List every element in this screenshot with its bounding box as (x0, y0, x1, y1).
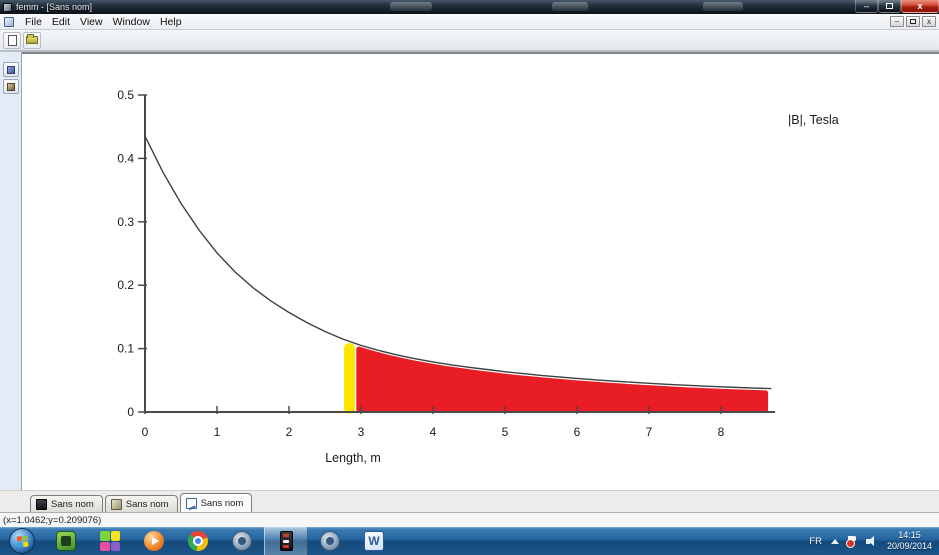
y-tick-label: 0.3 (117, 215, 134, 229)
tab-label: Sans nom (200, 497, 244, 509)
new-file-icon (7, 34, 17, 46)
mesh-icon (110, 498, 122, 510)
caption-buttons: – x (855, 0, 939, 14)
legend-label: |B|, Tesla (788, 113, 839, 127)
tab-label: Sans nom (125, 498, 169, 510)
menu-view[interactable]: View (80, 15, 103, 28)
plot-tool-button-1[interactable] (2, 62, 19, 77)
x-tick-label: 8 (718, 425, 725, 439)
minimize-button[interactable]: – (855, 0, 878, 13)
media-player-icon (144, 531, 164, 551)
titlebar: femm - [Sans nom] – x (0, 0, 939, 14)
open-folder-icon (26, 34, 38, 44)
workspace: 0 0.1 0.2 0.3 0.4 0.5 0 1 2 3 4 5 6 7 8 Length, m |B|, T… (0, 52, 939, 490)
taskbar-app-word[interactable]: W (352, 527, 396, 555)
action-center-icon[interactable] (845, 536, 857, 548)
tab-mesh[interactable]: Sans nom (104, 495, 178, 512)
mdi-restore-icon (910, 19, 916, 24)
clock-time: 14:15 (898, 530, 921, 540)
y-tick-label: 0 (127, 405, 134, 419)
x-tick-label: 7 (646, 425, 653, 439)
cursor-coordinates: (x=1.0462;y=0.209076) (3, 514, 102, 526)
x-axis-label: Length, m (325, 451, 381, 465)
tab-plot[interactable]: Sans nom (179, 493, 253, 512)
mdi-restore-button[interactable] (906, 16, 920, 27)
titlebar-reflection (390, 2, 432, 11)
taskbar-clock[interactable]: 14:15 20/09/2014 (887, 530, 932, 552)
language-indicator[interactable]: FR (809, 535, 822, 547)
swirl-app-icon (320, 531, 340, 551)
word-icon: W (364, 531, 384, 551)
new-file-button[interactable] (3, 31, 21, 49)
plot-tool-icon-2 (6, 82, 15, 91)
open-file-button[interactable] (23, 31, 41, 49)
y-tick-label: 0.2 (117, 278, 134, 292)
windows-logo-icon (16, 535, 28, 547)
taskbar-app-swirl[interactable] (220, 527, 264, 555)
field-curve (144, 135, 772, 390)
menubar: File Edit View Window Help – x (0, 14, 939, 30)
menu-window[interactable]: Window (112, 15, 150, 28)
menu-file[interactable]: File (25, 15, 42, 28)
taskbar: W FR 14:15 20/09/2014 (0, 527, 939, 555)
window-title: femm - [Sans nom] (16, 2, 93, 12)
start-button[interactable] (9, 528, 35, 554)
plot-tool-button-2[interactable] (2, 79, 19, 94)
blocks-app-icon (100, 531, 120, 551)
app-icon[interactable] (3, 2, 12, 12)
chrome-icon (188, 531, 208, 551)
swirl-app-icon (232, 531, 252, 551)
green-app-icon (56, 531, 76, 551)
taskbar-app-femm[interactable] (264, 527, 308, 555)
x-tick-label: 2 (286, 425, 293, 439)
y-tick-label: 0.4 (117, 151, 134, 165)
x-tick-label: 1 (214, 425, 221, 439)
femm-magnet-icon (279, 531, 293, 551)
model-doc-icon (36, 498, 47, 510)
y-tick-label: 0.5 (117, 88, 134, 102)
mdi-close-button[interactable]: x (922, 16, 936, 27)
plot-window: 0 0.1 0.2 0.3 0.4 0.5 0 1 2 3 4 5 6 7 8 Length, m |B|, T… (22, 52, 939, 490)
plot-tool-icon-1 (6, 65, 15, 74)
statusbar: (x=1.0462;y=0.209076) (0, 512, 939, 527)
volume-icon[interactable] (865, 535, 878, 547)
highlight-area (356, 346, 769, 412)
taskbar-app-swirl-2[interactable] (308, 527, 352, 555)
system-tray: FR 14:15 20/09/2014 (809, 527, 939, 555)
clock-date: 20/09/2014 (886, 541, 932, 551)
show-hidden-icons-icon[interactable] (830, 538, 839, 544)
chart-svg[interactable]: 0 0.1 0.2 0.3 0.4 0.5 0 1 2 3 4 5 6 7 8 Length, m |B|, T… (22, 54, 939, 490)
toolbar (0, 30, 939, 52)
taskbar-app-green[interactable] (44, 527, 88, 555)
mdi-minimize-button[interactable]: – (890, 16, 904, 27)
close-icon: x (917, 0, 923, 11)
maximize-icon (886, 3, 893, 9)
mdi-window-controls: – x (890, 16, 936, 27)
x-tick-label: 6 (574, 425, 581, 439)
y-tick-label: 0.1 (117, 342, 134, 356)
mdi-document-icon[interactable] (4, 16, 14, 27)
left-toolstrip (0, 52, 22, 490)
x-tick-label: 5 (502, 425, 509, 439)
taskbar-app-chrome[interactable] (176, 527, 220, 555)
titlebar-reflection (552, 2, 588, 11)
menu-help[interactable]: Help (159, 15, 182, 28)
x-tick-label: 3 (358, 425, 365, 439)
taskbar-app-blocks[interactable] (88, 527, 132, 555)
tabbar: Sans nom Sans nom Sans nom (0, 490, 939, 512)
taskbar-app-media[interactable] (132, 527, 176, 555)
titlebar-reflection (703, 2, 743, 11)
plot-icon (185, 497, 197, 509)
close-button[interactable]: x (901, 0, 939, 13)
minimize-icon: – (863, 0, 869, 11)
tab-model[interactable]: Sans nom (30, 495, 103, 512)
maximize-button[interactable] (878, 0, 901, 13)
tab-label: Sans nom (51, 498, 94, 510)
x-tick-label: 0 (142, 425, 149, 439)
menu-edit[interactable]: Edit (51, 15, 71, 28)
x-tick-label: 4 (430, 425, 437, 439)
